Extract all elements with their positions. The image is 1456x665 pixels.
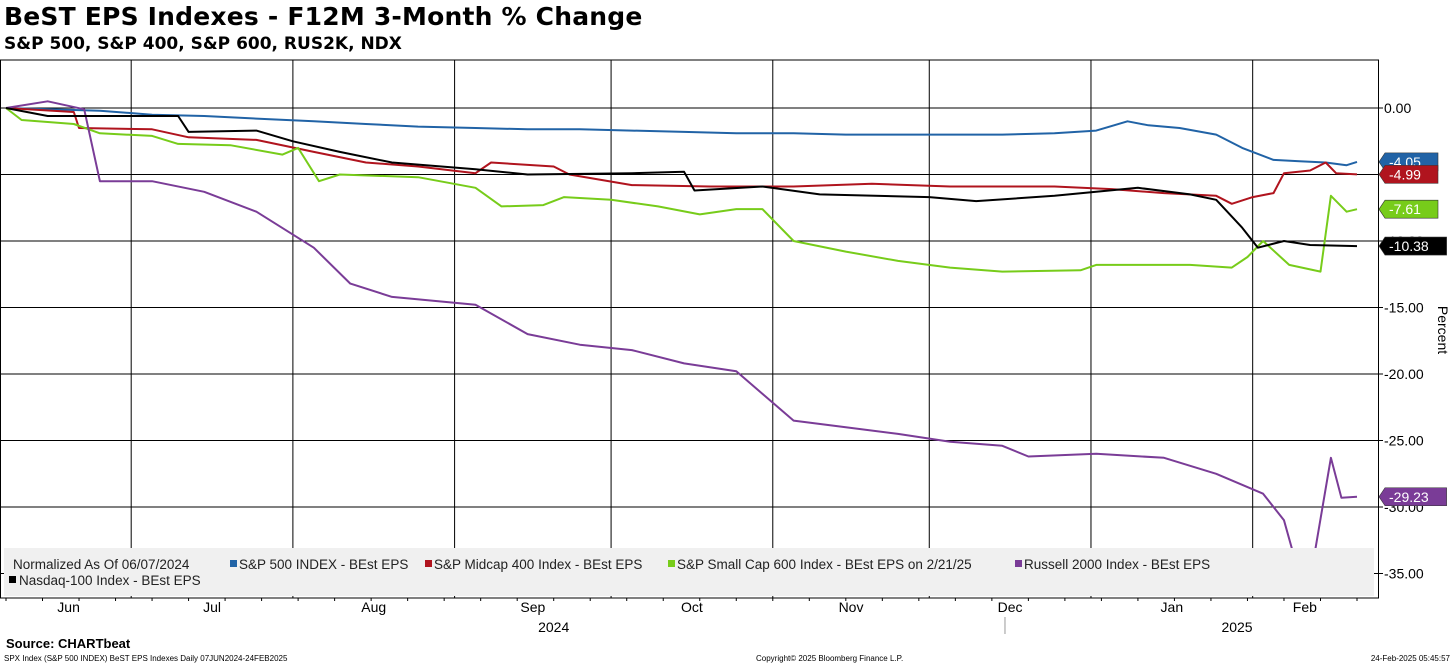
- source-note: Source: CHARTbeat: [6, 636, 131, 651]
- last-value-badge-midcap: -4.99: [1378, 165, 1439, 184]
- legend-label-ndx: Nasdaq-100 Index - BEst EPS: [19, 573, 201, 588]
- badge-shape: [1378, 199, 1439, 219]
- chart-title: BeST EPS Indexes - F12M 3-Month % Change: [4, 2, 643, 31]
- x-tick-label: Jan: [1161, 599, 1184, 615]
- last-value-badge-smallcap: -7.61: [1378, 199, 1439, 219]
- legend-swatch-ndx: [9, 576, 16, 583]
- legend: Normalized As Of 06/07/2024 S&P 500 INDEX…: [4, 548, 1374, 596]
- grid-lines: [0, 59, 1379, 599]
- legend-label-sp500: S&P 500 INDEX - BEst EPS: [239, 557, 408, 572]
- footer-copyright: Copyright© 2025 Bloomberg Finance L.P.: [756, 654, 904, 663]
- x-tick-label: Feb: [1293, 599, 1317, 615]
- badge-value: -29.23: [1389, 489, 1429, 505]
- year-label: 2025: [1221, 619, 1252, 635]
- badge-shape: [1378, 487, 1447, 507]
- series-lines: [5, 100, 1358, 559]
- y-axis-label: Percent: [1435, 306, 1451, 354]
- legend-swatch-smallcap: [668, 560, 675, 567]
- legend-note: Normalized As Of 06/07/2024: [13, 557, 190, 572]
- line-chart: Normalized As Of 06/07/2024 S&P 500 INDEX…: [0, 59, 1451, 635]
- badge-shape: [1378, 236, 1447, 256]
- last-value-badge-ndx: -10.38: [1378, 236, 1447, 256]
- x-tick-label: Aug: [361, 599, 386, 615]
- plot-border: [0, 59, 1379, 599]
- y-tick-label: -25.00: [1384, 433, 1424, 449]
- badge-value: -4.99: [1389, 166, 1421, 182]
- legend-label-russell: Russell 2000 Index - BEst EPS: [1024, 557, 1210, 572]
- legend-background: [4, 548, 1374, 596]
- footer-ticker-info: SPX Index (S&P 500 INDEX) BeST EPS Index…: [4, 654, 288, 663]
- x-tick-label: Dec: [998, 599, 1023, 615]
- badge-shape: [1378, 165, 1439, 184]
- x-tick-label: Jul: [203, 599, 221, 615]
- y-tick-label: 0.00: [1384, 100, 1411, 116]
- last-value-badges: -4.05-4.99-7.61-29.23-10.38: [1378, 152, 1447, 507]
- last-value-badge-russell: -29.23: [1378, 487, 1447, 507]
- x-tick-label: Jun: [57, 599, 80, 615]
- y-tick-label: -15.00: [1384, 300, 1424, 316]
- year-label: 2024: [538, 619, 569, 635]
- x-tick-label: Oct: [681, 599, 703, 615]
- series-line-smallcap: [5, 107, 1358, 273]
- legend-swatch-russell: [1015, 560, 1022, 567]
- badge-value: -10.38: [1389, 238, 1429, 254]
- series-line-russell: [5, 100, 1358, 559]
- legend-swatch-midcap: [425, 560, 432, 567]
- x-tick-label: Nov: [839, 599, 864, 615]
- y-tick-label: -20.00: [1384, 366, 1424, 382]
- footer-timestamp: 24-Feb-2025 05:45:57: [1370, 654, 1450, 663]
- legend-label-midcap: S&P Midcap 400 Index - BEst EPS: [434, 557, 642, 572]
- chart-subtitle: S&P 500, S&P 400, S&P 600, RUS2K, NDX: [4, 34, 402, 54]
- y-tick-label: -35.00: [1384, 566, 1424, 582]
- series-line-sp500: [5, 107, 1358, 167]
- legend-swatch-sp500: [230, 560, 237, 567]
- x-tick-label: Sep: [520, 599, 545, 615]
- legend-label-smallcap: S&P Small Cap 600 Index - BEst EPS on 2/…: [677, 557, 972, 572]
- series-line-ndx: [5, 107, 1358, 249]
- badge-value: -7.61: [1389, 201, 1421, 217]
